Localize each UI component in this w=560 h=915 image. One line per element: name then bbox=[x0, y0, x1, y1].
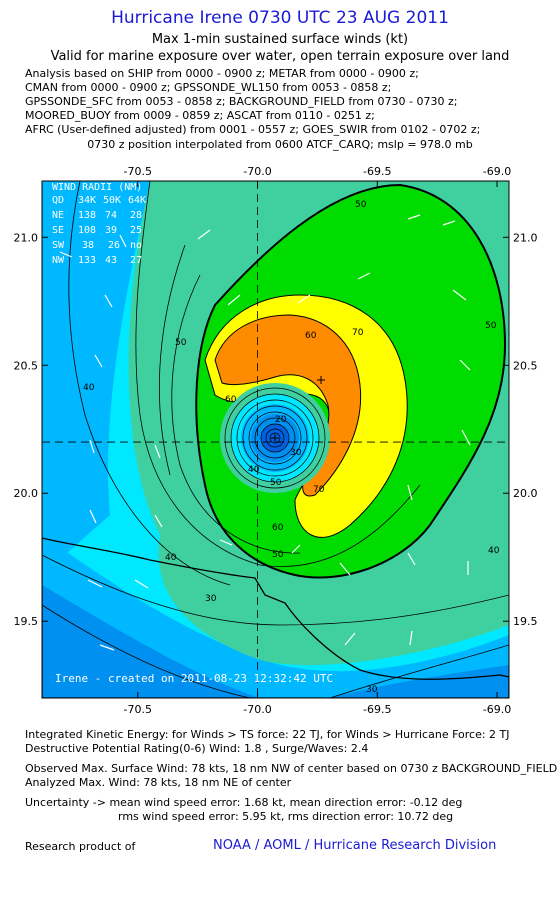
wind-radii-cell: 39 bbox=[105, 225, 117, 236]
contour-label: 60 bbox=[225, 395, 237, 405]
center-marker bbox=[271, 434, 279, 442]
contour-label: 70 bbox=[352, 328, 364, 338]
valid-line: Valid for marine exposure over water, op… bbox=[50, 49, 510, 64]
coastline bbox=[42, 537, 509, 698]
y-tick-label-right: 21.0 bbox=[513, 231, 538, 244]
wind-radii-cell: no bbox=[130, 240, 142, 251]
chart-title: Hurricane Irene 0730 UTC 23 AUG 2011 bbox=[111, 8, 449, 28]
contour-label: 20 bbox=[275, 415, 287, 425]
wind-radii-cell: SW bbox=[52, 240, 65, 251]
wind-radii-cell: 26 bbox=[108, 240, 120, 251]
source-line: CMAN from 0000 - 0900 z; GPSSONDE_WL150 … bbox=[25, 81, 392, 94]
wind-radii-cell: 25 bbox=[130, 225, 142, 236]
axis-ticks bbox=[42, 181, 509, 698]
contour-layer: 50 60 70 50 40 60 70 20 30 40 50 40 50 60 50 40 30 30 WIN… bbox=[42, 181, 509, 698]
wind-radii-cell: 28 bbox=[130, 210, 142, 221]
contour-label: 40 bbox=[248, 465, 260, 475]
wind-radii-header: 64K bbox=[128, 195, 146, 206]
y-tick-label-right: 19.5 bbox=[513, 615, 538, 628]
contour-label: 70 bbox=[313, 485, 325, 495]
plot-frame bbox=[41, 180, 510, 699]
wind-radii-title: WIND RADII (NM) bbox=[52, 182, 142, 193]
y-tick-label-left: 20.0 bbox=[14, 487, 39, 500]
y-tick-label-left: 21.0 bbox=[14, 231, 39, 244]
wind-radii-header: 34K bbox=[78, 195, 96, 206]
x-tick-label-top: -69.0 bbox=[483, 165, 511, 178]
contour-label: 60 bbox=[305, 331, 317, 341]
contour-label: 40 bbox=[83, 383, 95, 393]
organization-link[interactable]: NOAA / AOML / Hurricane Research Divisio… bbox=[213, 838, 497, 853]
position-line: 0730 z position interpolated from 0600 A… bbox=[87, 138, 473, 151]
dpr-line: Destructive Potential Rating(0-6) Wind: … bbox=[25, 742, 369, 755]
x-tick-label-bottom: -69.0 bbox=[483, 703, 511, 715]
contour-label: 60 bbox=[272, 523, 284, 533]
chart-subtitle: Max 1-min sustained surface winds (kt) bbox=[151, 32, 409, 47]
created-credit: Irene - created on 2011-08-23 12:32:42 U… bbox=[55, 672, 333, 685]
uncertainty-line: Uncertainty -> mean wind speed error: 1.… bbox=[25, 796, 463, 809]
contour-label: 50 bbox=[485, 321, 497, 331]
contour-label: 40 bbox=[488, 546, 500, 556]
wind-radii-cell: 27 bbox=[130, 255, 142, 266]
y-tick-label-right: 20.5 bbox=[513, 359, 538, 372]
y-tick-label-left: 19.5 bbox=[14, 615, 39, 628]
wind-map: 50 60 70 50 40 60 70 20 30 40 50 40 50 60 50 40 30 30 WIN… bbox=[14, 165, 538, 715]
max-wind-marker bbox=[317, 376, 325, 384]
contour-label: 30 bbox=[205, 594, 217, 604]
source-line: Analysis based on SHIP from 0000 - 0900 … bbox=[25, 67, 419, 80]
contour-label: 40 bbox=[165, 553, 177, 563]
ike-line: Integrated Kinetic Energy: for Winds > T… bbox=[25, 728, 510, 741]
contour-label: 50 bbox=[270, 478, 282, 488]
research-label: Research product of bbox=[25, 840, 136, 853]
eye-contours bbox=[224, 387, 326, 489]
contour-labels: 50 60 70 50 40 60 70 20 30 40 50 40 50 60 50 40 30 30 bbox=[83, 200, 500, 695]
contour-label: 30 bbox=[366, 685, 378, 695]
wind-radii-cell: 108 bbox=[78, 225, 96, 236]
x-tick-label-top: -69.5 bbox=[363, 165, 391, 178]
wind-arrows bbox=[59, 214, 471, 651]
contour-label: 50 bbox=[272, 550, 284, 560]
contour-label: 50 bbox=[355, 200, 367, 210]
wind-radii-table: WIND RADII (NM) QD 34K 50K 64K NE 138 74… bbox=[52, 182, 146, 266]
wind-radii-cell: NE bbox=[52, 210, 64, 221]
source-line: GPSSONDE_SFC from 0053 - 0858 z; BACKGRO… bbox=[25, 95, 458, 108]
wind-radii-header: 50K bbox=[103, 195, 121, 206]
axis-tick-labels: -70.5 -70.5 -70.0 -70.0 -69.5 -69.5 -69.0 -69.0… bbox=[14, 165, 538, 715]
wind-radii-cell: 138 bbox=[78, 210, 96, 221]
source-line: MOORED_BUOY from 0009 - 0859 z; ASCAT fr… bbox=[25, 109, 375, 122]
y-tick-label-left: 20.5 bbox=[14, 359, 39, 372]
x-tick-label-top: -70.0 bbox=[243, 165, 271, 178]
wind-radii-cell: 38 bbox=[82, 240, 94, 251]
source-line: AFRC (User-defined adjusted) from 0001 -… bbox=[25, 123, 481, 136]
band-30-sw bbox=[42, 585, 260, 698]
x-tick-label-bottom: -70.0 bbox=[243, 703, 271, 715]
wind-radii-cell: 43 bbox=[105, 255, 117, 266]
x-tick-label-bottom: -70.5 bbox=[124, 703, 152, 715]
y-tick-label-right: 20.0 bbox=[513, 487, 538, 500]
wind-radii-cell: SE bbox=[52, 225, 64, 236]
observed-max-line: Observed Max. Surface Wind: 78 kts, 18 n… bbox=[25, 762, 558, 775]
wind-radii-cell: 133 bbox=[78, 255, 96, 266]
analyzed-max-line: Analyzed Max. Wind: 78 kts, 18 nm NE of … bbox=[25, 776, 292, 789]
contour-label: 30 bbox=[290, 448, 302, 458]
wind-radii-cell: NW bbox=[52, 255, 65, 266]
band-30-se bbox=[330, 665, 509, 698]
wind-radii-cell: 74 bbox=[105, 210, 117, 221]
rms-line: rms wind speed error: 5.95 kt, rms direc… bbox=[118, 810, 454, 823]
contour-lines bbox=[42, 181, 509, 698]
contour-label: 50 bbox=[175, 338, 187, 348]
wind-radii-header: QD bbox=[52, 195, 64, 206]
x-tick-label-top: -70.5 bbox=[124, 165, 152, 178]
x-tick-label-bottom: -69.5 bbox=[363, 703, 391, 715]
